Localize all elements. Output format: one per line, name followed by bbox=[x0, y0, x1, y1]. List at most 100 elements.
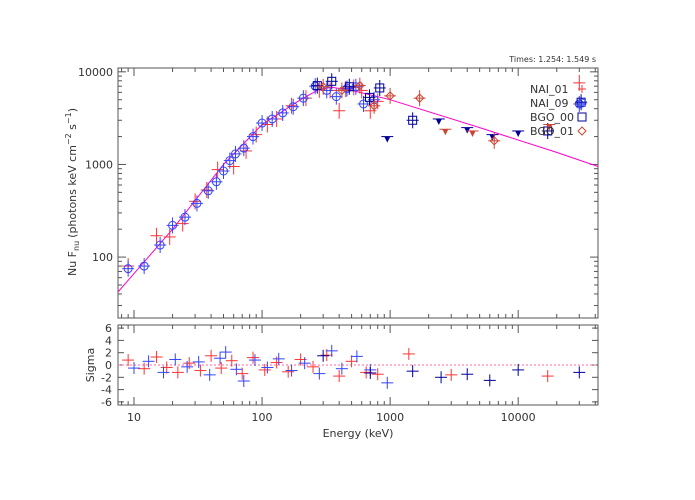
residual-point bbox=[573, 366, 586, 379]
data-point bbox=[176, 215, 189, 232]
data-point bbox=[240, 142, 253, 159]
diamond-marker bbox=[355, 80, 365, 91]
data-point bbox=[297, 90, 310, 107]
circle-marker bbox=[139, 261, 149, 271]
upper-limit-arrow bbox=[435, 118, 442, 125]
legend-label: NAI_01 bbox=[530, 83, 569, 96]
data-point bbox=[357, 95, 370, 112]
data-points-layer bbox=[122, 73, 588, 277]
residual-point bbox=[215, 362, 228, 375]
y-title-close: ) bbox=[66, 108, 79, 112]
legend-marker bbox=[577, 112, 587, 122]
data-point bbox=[229, 145, 242, 162]
residual-point bbox=[381, 376, 394, 389]
y-tick-label: 10000 bbox=[78, 66, 113, 79]
data-point bbox=[406, 112, 419, 129]
circle-marker bbox=[239, 143, 249, 153]
diamond-marker bbox=[489, 136, 499, 146]
residual-point bbox=[270, 356, 283, 369]
sigma-tick-label: 0 bbox=[105, 359, 112, 372]
residual-point bbox=[225, 354, 238, 367]
residual-point bbox=[171, 366, 184, 379]
data-point bbox=[247, 128, 260, 145]
data-point bbox=[413, 90, 426, 107]
residual-point bbox=[138, 362, 151, 375]
residual-point bbox=[230, 363, 243, 376]
circle-marker bbox=[225, 156, 235, 166]
diamond-marker bbox=[385, 91, 395, 101]
residual-point bbox=[248, 354, 261, 367]
residual-point bbox=[325, 344, 338, 357]
diamond-marker bbox=[337, 85, 347, 96]
data-point bbox=[311, 77, 324, 94]
upper-limit bbox=[543, 124, 556, 131]
residual-point bbox=[317, 349, 330, 362]
data-point bbox=[266, 110, 279, 127]
circle-marker bbox=[248, 132, 258, 142]
sigma-tick-label: 2 bbox=[105, 347, 112, 360]
residual-point bbox=[272, 352, 285, 365]
model-curve bbox=[117, 86, 599, 293]
legend-label: NAI_09 bbox=[530, 97, 569, 110]
circle-marker bbox=[168, 220, 178, 230]
y-title-exp1: −2 bbox=[64, 133, 73, 145]
data-point bbox=[154, 237, 167, 254]
circle-marker bbox=[211, 177, 221, 187]
x-tick-label: 10000 bbox=[501, 411, 536, 424]
residual-point bbox=[285, 364, 298, 377]
residual-point bbox=[127, 362, 140, 375]
data-point bbox=[166, 217, 179, 234]
square-marker bbox=[344, 82, 354, 92]
circle-marker bbox=[359, 99, 369, 109]
y-title-exp2: −1 bbox=[64, 112, 73, 124]
data-point bbox=[330, 88, 343, 105]
residual-point bbox=[169, 353, 182, 366]
residual-point bbox=[313, 367, 326, 380]
data-point bbox=[178, 209, 191, 226]
residual-point bbox=[192, 355, 205, 368]
model-curve-layer bbox=[117, 86, 599, 293]
residual-point bbox=[194, 364, 207, 377]
data-point bbox=[317, 78, 330, 95]
data-point bbox=[217, 162, 230, 179]
diamond-marker bbox=[369, 101, 379, 111]
circle-marker bbox=[298, 93, 308, 103]
data-point bbox=[325, 73, 338, 90]
data-point bbox=[211, 161, 224, 178]
data-point bbox=[575, 94, 588, 111]
data-point bbox=[333, 102, 346, 119]
residual-point bbox=[203, 368, 216, 381]
y-tick-label: 1000 bbox=[85, 158, 113, 171]
data-point bbox=[368, 97, 381, 114]
residual-point bbox=[461, 368, 474, 381]
data-point bbox=[256, 115, 269, 132]
x-tick-label: 10 bbox=[127, 411, 141, 424]
legend-marker bbox=[577, 126, 587, 136]
circle-marker bbox=[342, 84, 352, 94]
data-point bbox=[163, 228, 176, 245]
upper-limit-arrow bbox=[515, 130, 522, 137]
sigma-tick-label: 6 bbox=[105, 322, 112, 335]
upper-limit-arrow bbox=[546, 124, 553, 131]
y-title-units: (photons keV cm bbox=[66, 145, 79, 238]
spectrum-plot-frame bbox=[117, 67, 599, 319]
upper-limit bbox=[432, 118, 445, 125]
data-point bbox=[210, 173, 223, 190]
y-title-main: Nu F bbox=[66, 251, 79, 276]
residual-point bbox=[371, 368, 384, 381]
data-point bbox=[373, 79, 386, 96]
circle-marker bbox=[219, 166, 229, 176]
sigma-tick-label: -4 bbox=[101, 384, 112, 397]
residual-point bbox=[247, 351, 260, 364]
sigma-tick-label: -2 bbox=[101, 371, 112, 384]
residual-point bbox=[219, 346, 232, 359]
circle-marker bbox=[257, 118, 267, 128]
upper-limit bbox=[466, 130, 479, 137]
circle-marker bbox=[203, 186, 213, 196]
circle-marker bbox=[278, 108, 288, 118]
residual-point bbox=[435, 371, 448, 384]
square-marker bbox=[375, 83, 385, 93]
sigma-tick-label: -6 bbox=[101, 396, 112, 409]
square-marker bbox=[408, 115, 418, 125]
